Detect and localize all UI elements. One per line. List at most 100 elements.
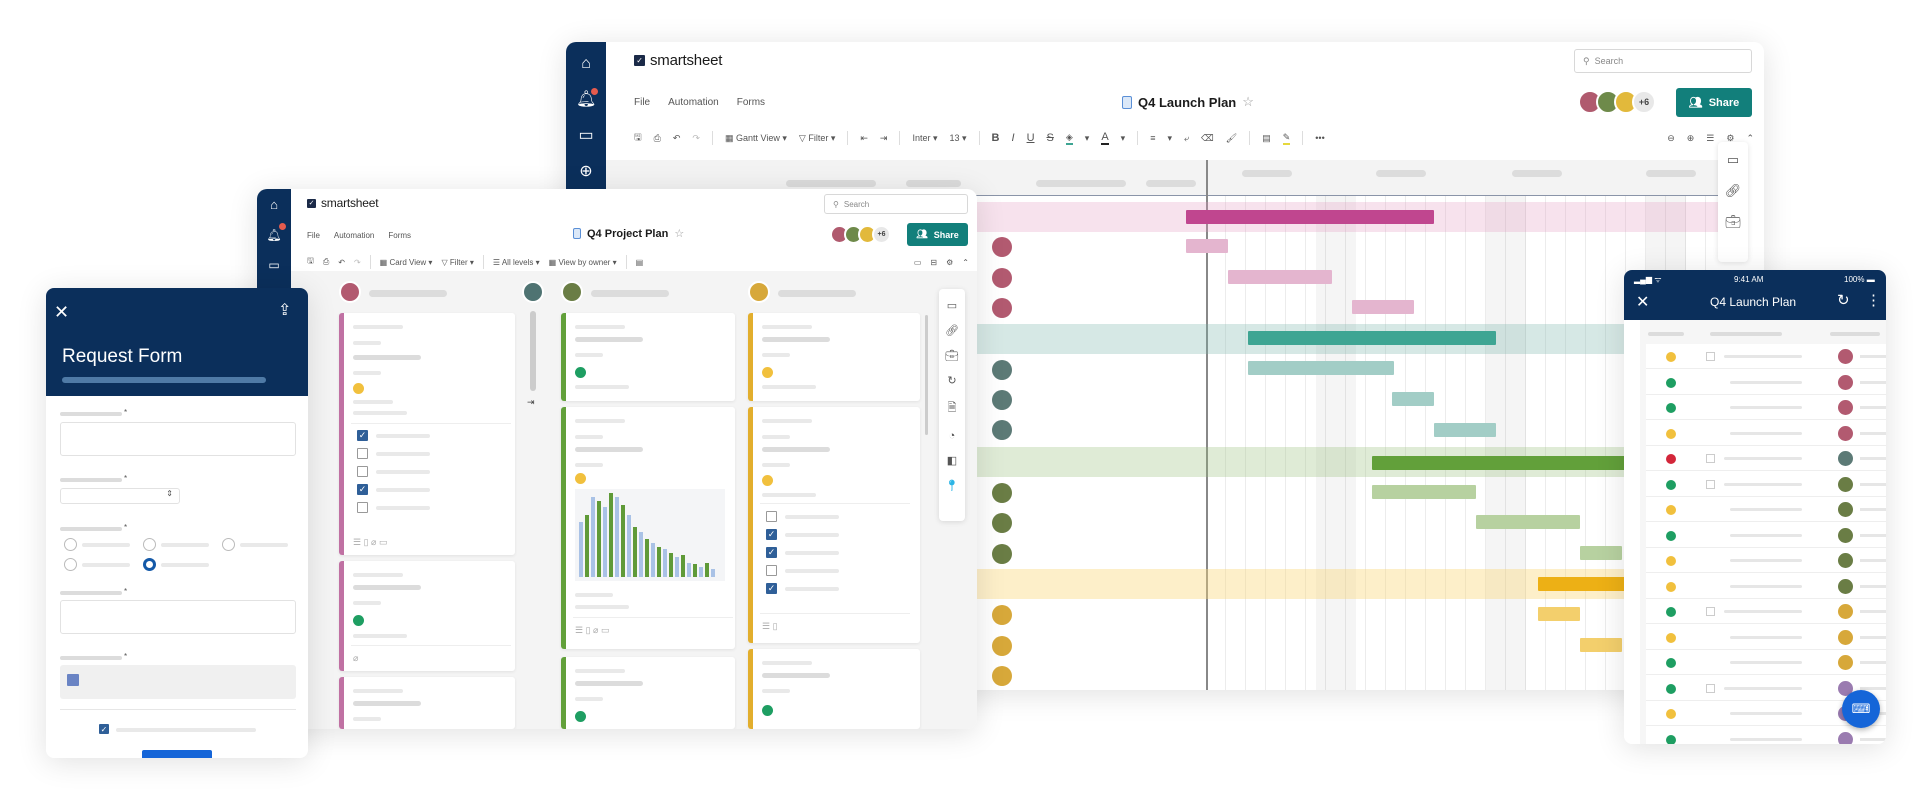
text-field[interactable] (60, 422, 296, 456)
dashboard-icon[interactable]: ◔ (948, 430, 956, 442)
levels-dropdown[interactable]: ☰ All levels ▾ (492, 257, 540, 267)
pin-icon[interactable]: 📍︎ (945, 480, 959, 492)
mobile-row[interactable] (1646, 421, 1886, 446)
mobile-row[interactable] (1646, 727, 1886, 744)
expand-lane-icon[interactable]: ⇥ (527, 397, 535, 407)
calendar-icon[interactable] (67, 674, 79, 686)
clear-format-icon[interactable]: ⌫ (1201, 132, 1214, 143)
task-card[interactable]: ⌀ (339, 561, 515, 671)
print-icon[interactable]: ⎙ (653, 132, 661, 143)
card-layout-icon[interactable]: ▤ (635, 257, 644, 267)
menu-file[interactable]: File (634, 97, 651, 108)
menu-automation[interactable]: Automation (333, 231, 375, 240)
indent-icon[interactable]: ⇥ (879, 132, 888, 143)
mobile-row[interactable] (1646, 625, 1886, 650)
search-input[interactable]: ⚲ Search (824, 194, 968, 214)
menu-forms[interactable]: Forms (388, 231, 412, 240)
text-color-icon[interactable]: A (1101, 131, 1109, 145)
mobile-row[interactable] (1646, 370, 1886, 395)
save-icon[interactable]: 🖫 (307, 256, 314, 265)
briefcase-icon[interactable]: 💼︎ (1724, 214, 1742, 229)
checkbox[interactable]: ✓ (357, 430, 368, 441)
collapse-icon[interactable]: ⌃ (1746, 132, 1754, 143)
card-size-icon[interactable]: ▭ (913, 257, 922, 267)
link-icon[interactable]: 🔗︎ (1724, 183, 1742, 198)
mobile-row[interactable] (1646, 472, 1886, 497)
briefcase-icon[interactable]: 💼︎ (945, 350, 959, 362)
date-field[interactable] (60, 665, 296, 699)
refresh-icon[interactable]: ↻ (1837, 292, 1850, 309)
book-icon[interactable]: ◧ (946, 455, 958, 467)
redo-icon[interactable]: ↷ (353, 257, 361, 267)
radio-option[interactable] (64, 558, 77, 571)
gantt-bar[interactable] (1580, 546, 1622, 560)
undo-icon[interactable]: ↶ (338, 257, 345, 267)
link-icon[interactable]: 🔗︎ (945, 325, 959, 337)
mobile-row[interactable] (1646, 523, 1886, 548)
star-icon[interactable]: ☆ (1242, 94, 1254, 109)
radio-option[interactable] (64, 538, 77, 551)
gantt-view-dropdown[interactable]: ▦ Gantt View ▾ (724, 132, 787, 143)
filter-dropdown[interactable]: ▽ Filter ▾ (798, 132, 836, 143)
comment-icon[interactable]: ▭ (946, 300, 958, 312)
font-dropdown[interactable]: Inter ▾ (912, 132, 938, 143)
collapse-icon[interactable] (1706, 479, 1715, 489)
radio-option-selected[interactable] (143, 558, 156, 571)
file-icon[interactable]: 🗎 (947, 402, 957, 414)
italic-button[interactable]: I (1011, 132, 1015, 144)
group-by-dropdown[interactable]: ▦ View by owner ▾ (548, 257, 617, 267)
close-icon[interactable]: ✕ (1636, 294, 1650, 311)
chart-card[interactable]: ☰ ▯ ⌀ ▭ (561, 407, 735, 649)
settings-icon[interactable]: ⚙ (1726, 132, 1735, 143)
comment-icon[interactable]: ▭ (1726, 152, 1740, 167)
folder-icon[interactable]: ▭ (268, 258, 280, 272)
more-vertical-icon[interactable]: ⋮ (1866, 292, 1881, 309)
checkbox[interactable] (357, 502, 368, 513)
settings-icon[interactable]: ⚙ (946, 257, 954, 267)
plus-icon[interactable]: ⊕ (579, 163, 593, 180)
home-icon[interactable]: ⌂ (270, 197, 278, 212)
mobile-row[interactable] (1646, 548, 1886, 573)
collapse-icon[interactable] (1706, 607, 1715, 616)
gantt-bar[interactable] (1476, 515, 1580, 529)
checkbox[interactable]: ✓ (766, 583, 777, 594)
home-icon[interactable]: ⌂ (581, 55, 591, 72)
collapse-icon[interactable]: ⌃ (962, 257, 969, 267)
gantt-bar[interactable] (1372, 485, 1476, 499)
checkbox[interactable]: ✓ (766, 547, 777, 558)
bold-button[interactable]: B (991, 132, 1000, 144)
collapse-icon[interactable] (1706, 454, 1715, 463)
align-icon[interactable]: ≡ (1150, 133, 1156, 143)
checkbox[interactable] (766, 565, 777, 576)
folder-icon[interactable]: ▭ (578, 127, 594, 144)
mobile-row[interactable] (1646, 395, 1886, 420)
consent-checkbox[interactable]: ✓ (99, 724, 109, 734)
lane-scrollbar[interactable] (530, 311, 536, 391)
gantt-bar-summary[interactable] (1248, 331, 1496, 345)
wrap-icon[interactable]: ⤶ (1183, 132, 1190, 143)
split-icon[interactable]: ⊟ (930, 257, 938, 267)
gantt-bar[interactable] (1186, 239, 1228, 253)
share-icon[interactable]: ⇪ (278, 302, 292, 319)
card-icon[interactable]: ▤ (1262, 132, 1271, 143)
collapse-icon[interactable] (1706, 683, 1715, 693)
checkbox[interactable] (357, 466, 368, 477)
mobile-row[interactable] (1646, 676, 1886, 701)
bell-icon[interactable]: 🔔︎ (576, 88, 598, 110)
gantt-bar[interactable] (1352, 300, 1414, 314)
bell-icon[interactable]: 🔔︎ (264, 223, 286, 245)
print-icon[interactable]: ⎙ (322, 257, 330, 266)
share-button[interactable]: 👥︎ Share (1676, 88, 1752, 117)
save-icon[interactable]: 🖫 (634, 132, 642, 142)
share-button[interactable]: 👥︎ Share (907, 223, 968, 246)
collaborators[interactable]: +6 (1578, 90, 1656, 114)
collapsed-lane-avatar[interactable] (522, 281, 544, 303)
outdent-icon[interactable]: ⇤ (860, 132, 868, 143)
menu-file[interactable]: File (307, 231, 320, 240)
star-icon[interactable]: ☆ (674, 228, 685, 240)
gantt-bar[interactable] (1248, 361, 1394, 375)
task-card[interactable] (748, 649, 920, 729)
collaborators[interactable]: +6 (830, 225, 891, 244)
keyboard-fab[interactable]: ⌨ (1842, 690, 1880, 728)
task-card[interactable] (748, 313, 920, 401)
